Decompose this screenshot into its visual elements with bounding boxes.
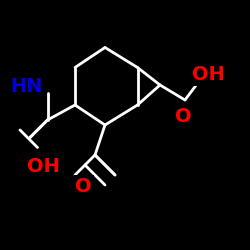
Text: HN: HN bbox=[10, 77, 42, 96]
Text: OH: OH bbox=[27, 157, 60, 176]
Text: O: O bbox=[176, 107, 192, 126]
Text: OH: OH bbox=[192, 66, 225, 84]
Text: O: O bbox=[76, 177, 92, 196]
